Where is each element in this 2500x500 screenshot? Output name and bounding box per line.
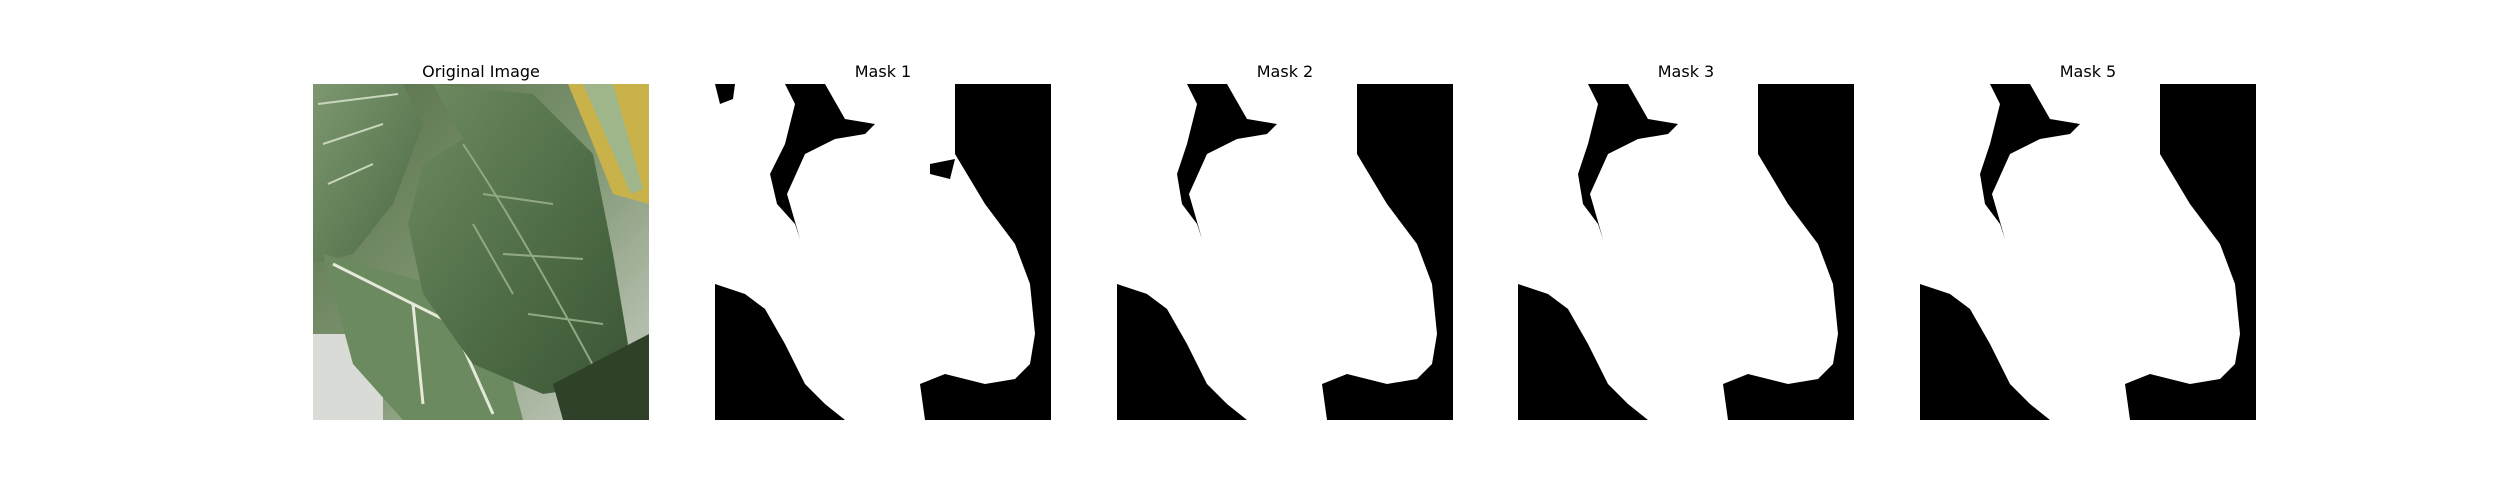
mask-foreground [1518,84,1838,420]
original-image [313,84,649,420]
mask-hole [930,159,955,179]
pale-stalk [583,84,643,194]
mask-foreground [715,84,1035,420]
panel-title-mask-1: Mask 1 [854,62,912,81]
main-leaf-veins [462,143,604,385]
mask-hole [795,389,815,414]
mask-1-panel: Mask 1 [715,60,1051,420]
mask-foreground [1117,84,1437,420]
shadow-area [553,334,649,420]
mask-hole [715,84,735,104]
left-leaf [313,84,423,264]
mask-2-panel: Mask 2 [1117,60,1453,420]
original-image-panel: Original Image [313,60,649,420]
mask-foreground [1920,84,2240,420]
panel-title-mask-3: Mask 3 [1657,62,1715,81]
mask-2-image [1117,84,1453,420]
panel-title-original-image: Original Image [422,62,540,81]
mask-5-image [1920,84,2256,420]
lower-leaf [323,254,523,420]
main-leaf [408,84,628,394]
panel-title-mask-2: Mask 2 [1256,62,1314,81]
mask-3-image [1518,84,1854,420]
left-leaf-veins [317,93,399,185]
panel-title-mask-5: Mask 5 [2059,62,2117,81]
mask-5-panel: Mask 5 [1920,60,2256,420]
mask-1-image [715,84,1051,420]
mask-3-panel: Mask 3 [1518,60,1854,420]
